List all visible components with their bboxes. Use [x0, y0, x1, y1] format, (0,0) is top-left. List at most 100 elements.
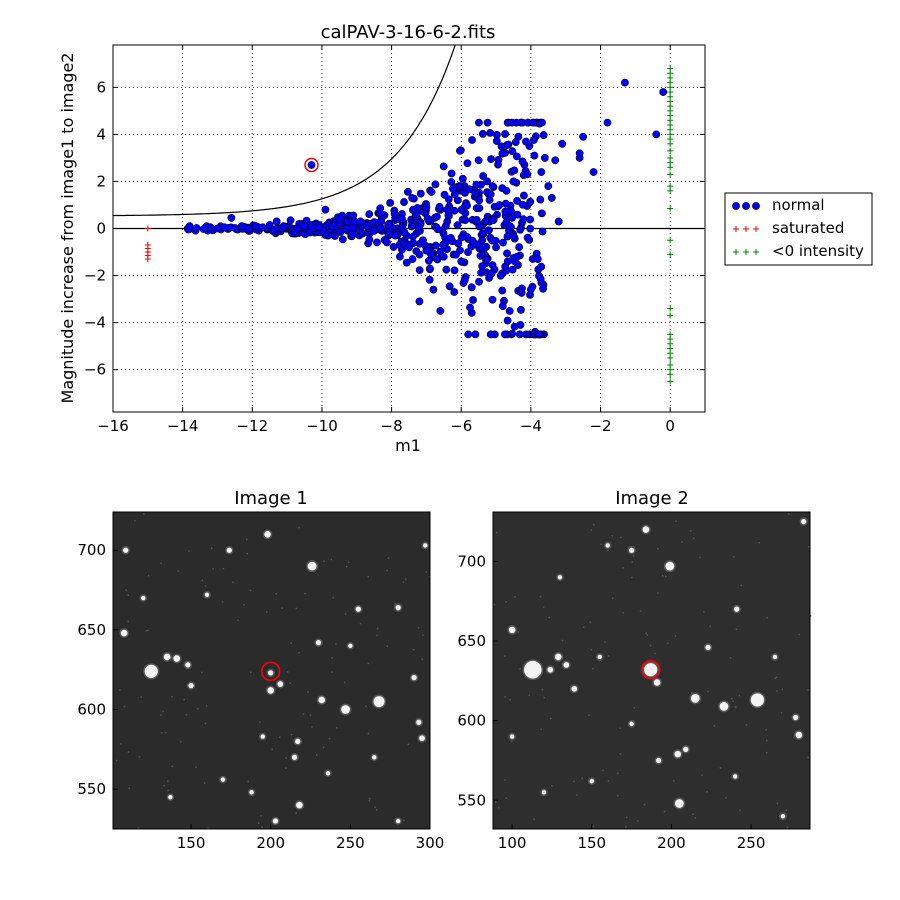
star: [674, 750, 682, 758]
y-tick-label: 2: [96, 172, 106, 190]
legend-normal-dot: [742, 202, 750, 210]
noise-speck: [511, 740, 513, 743]
scatter-x-label: m1: [395, 436, 421, 455]
normal-point: [492, 243, 500, 252]
noise-speck: [548, 616, 550, 619]
noise-speck: [766, 616, 768, 619]
normal-point: [547, 194, 556, 202]
noise-speck: [504, 695, 506, 698]
normal-point: [439, 162, 448, 171]
normal-point: [424, 256, 433, 265]
normal-point: [237, 222, 246, 231]
normal-point: [481, 217, 490, 226]
noise-speck: [249, 589, 252, 592]
noise-speck: [589, 621, 592, 623]
normal-point: [472, 215, 481, 224]
normal-point: [516, 321, 525, 329]
noise-speck: [315, 754, 318, 756]
noise-speck: [620, 536, 622, 539]
noise-speck: [167, 789, 169, 792]
normal-point: [251, 222, 260, 231]
normal-point: [403, 187, 412, 196]
noise-speck: [625, 816, 628, 819]
noise-speck: [134, 519, 136, 522]
noise-speck: [758, 542, 761, 544]
noise-speck: [290, 733, 293, 736]
noise-speck: [165, 731, 167, 734]
star: [348, 643, 353, 649]
noise-speck: [622, 566, 624, 569]
legend-entry-normal: normal: [732, 196, 825, 214]
noise-speck: [690, 692, 693, 694]
normal-point: [508, 213, 516, 222]
y-tick-label: 700: [457, 552, 486, 570]
normal-point: [365, 210, 374, 218]
noise-speck: [622, 612, 625, 614]
star: [318, 696, 325, 704]
normal-point: [558, 139, 567, 148]
noise-speck: [335, 643, 337, 645]
normal-point: [539, 131, 548, 139]
noise-speck: [162, 710, 164, 713]
normal-point: [185, 222, 194, 231]
normal-point: [537, 168, 546, 176]
normal-point: [457, 233, 466, 242]
normal-point: [402, 258, 411, 267]
image2-title: Image 2: [615, 488, 689, 509]
negative-intensity-point: [667, 312, 674, 319]
noise-speck: [592, 825, 594, 828]
normal-point: [492, 137, 501, 145]
normal-point: [508, 265, 517, 274]
noise-speck: [731, 697, 733, 700]
noise-speck: [703, 611, 705, 613]
y-tick-label: 700: [77, 541, 106, 559]
star: [325, 771, 331, 776]
star: [589, 779, 594, 784]
normal-point: [443, 205, 452, 214]
star: [341, 705, 350, 714]
noise-speck: [505, 601, 507, 603]
image2-target-circle: [640, 659, 661, 680]
normal-point: [457, 257, 466, 266]
normal-point: [400, 228, 409, 237]
normal-point: [435, 203, 444, 211]
normal-point: [415, 250, 424, 259]
scatter-x-ticks: −16 −14 −12 −10 −8 −6 −4 −2 0: [97, 45, 675, 435]
legend-entry-saturated: saturated: [733, 219, 844, 237]
legend-entry-negative-intensity: <0 intensity: [733, 242, 864, 260]
noise-speck: [127, 594, 130, 597]
x-tick-label: −6: [450, 417, 472, 435]
star: [249, 790, 254, 795]
normal-point: [396, 252, 404, 261]
noise-speck: [645, 632, 647, 634]
normal-point: [433, 225, 442, 234]
normal-point: [469, 296, 477, 304]
normal-point: [405, 243, 413, 252]
normal-point: [265, 221, 274, 229]
noise-speck: [147, 574, 150, 577]
normal-point: [386, 198, 395, 207]
normal-point: [407, 222, 416, 231]
normal-point: [488, 295, 497, 304]
noise-speck: [295, 607, 298, 610]
star: [188, 682, 194, 689]
noise-speck: [205, 705, 208, 707]
noise-speck: [607, 655, 610, 657]
star: [123, 547, 129, 553]
noise-speck: [246, 538, 248, 541]
star: [793, 714, 799, 721]
normal-point: [652, 130, 661, 139]
legend-negative-intensity-plus: [733, 249, 739, 255]
noise-speck: [745, 724, 748, 726]
noise-speck: [307, 691, 309, 693]
normal-point: [321, 205, 330, 214]
normal-point: [390, 210, 399, 219]
normal-point: [508, 147, 517, 156]
noise-speck: [740, 584, 742, 587]
noise-speck: [336, 726, 338, 729]
normal-point: [482, 256, 490, 264]
normal-point: [517, 305, 525, 314]
noise-speck: [661, 574, 664, 577]
negative-intensity-point: [667, 378, 674, 385]
noise-speck: [509, 698, 511, 701]
